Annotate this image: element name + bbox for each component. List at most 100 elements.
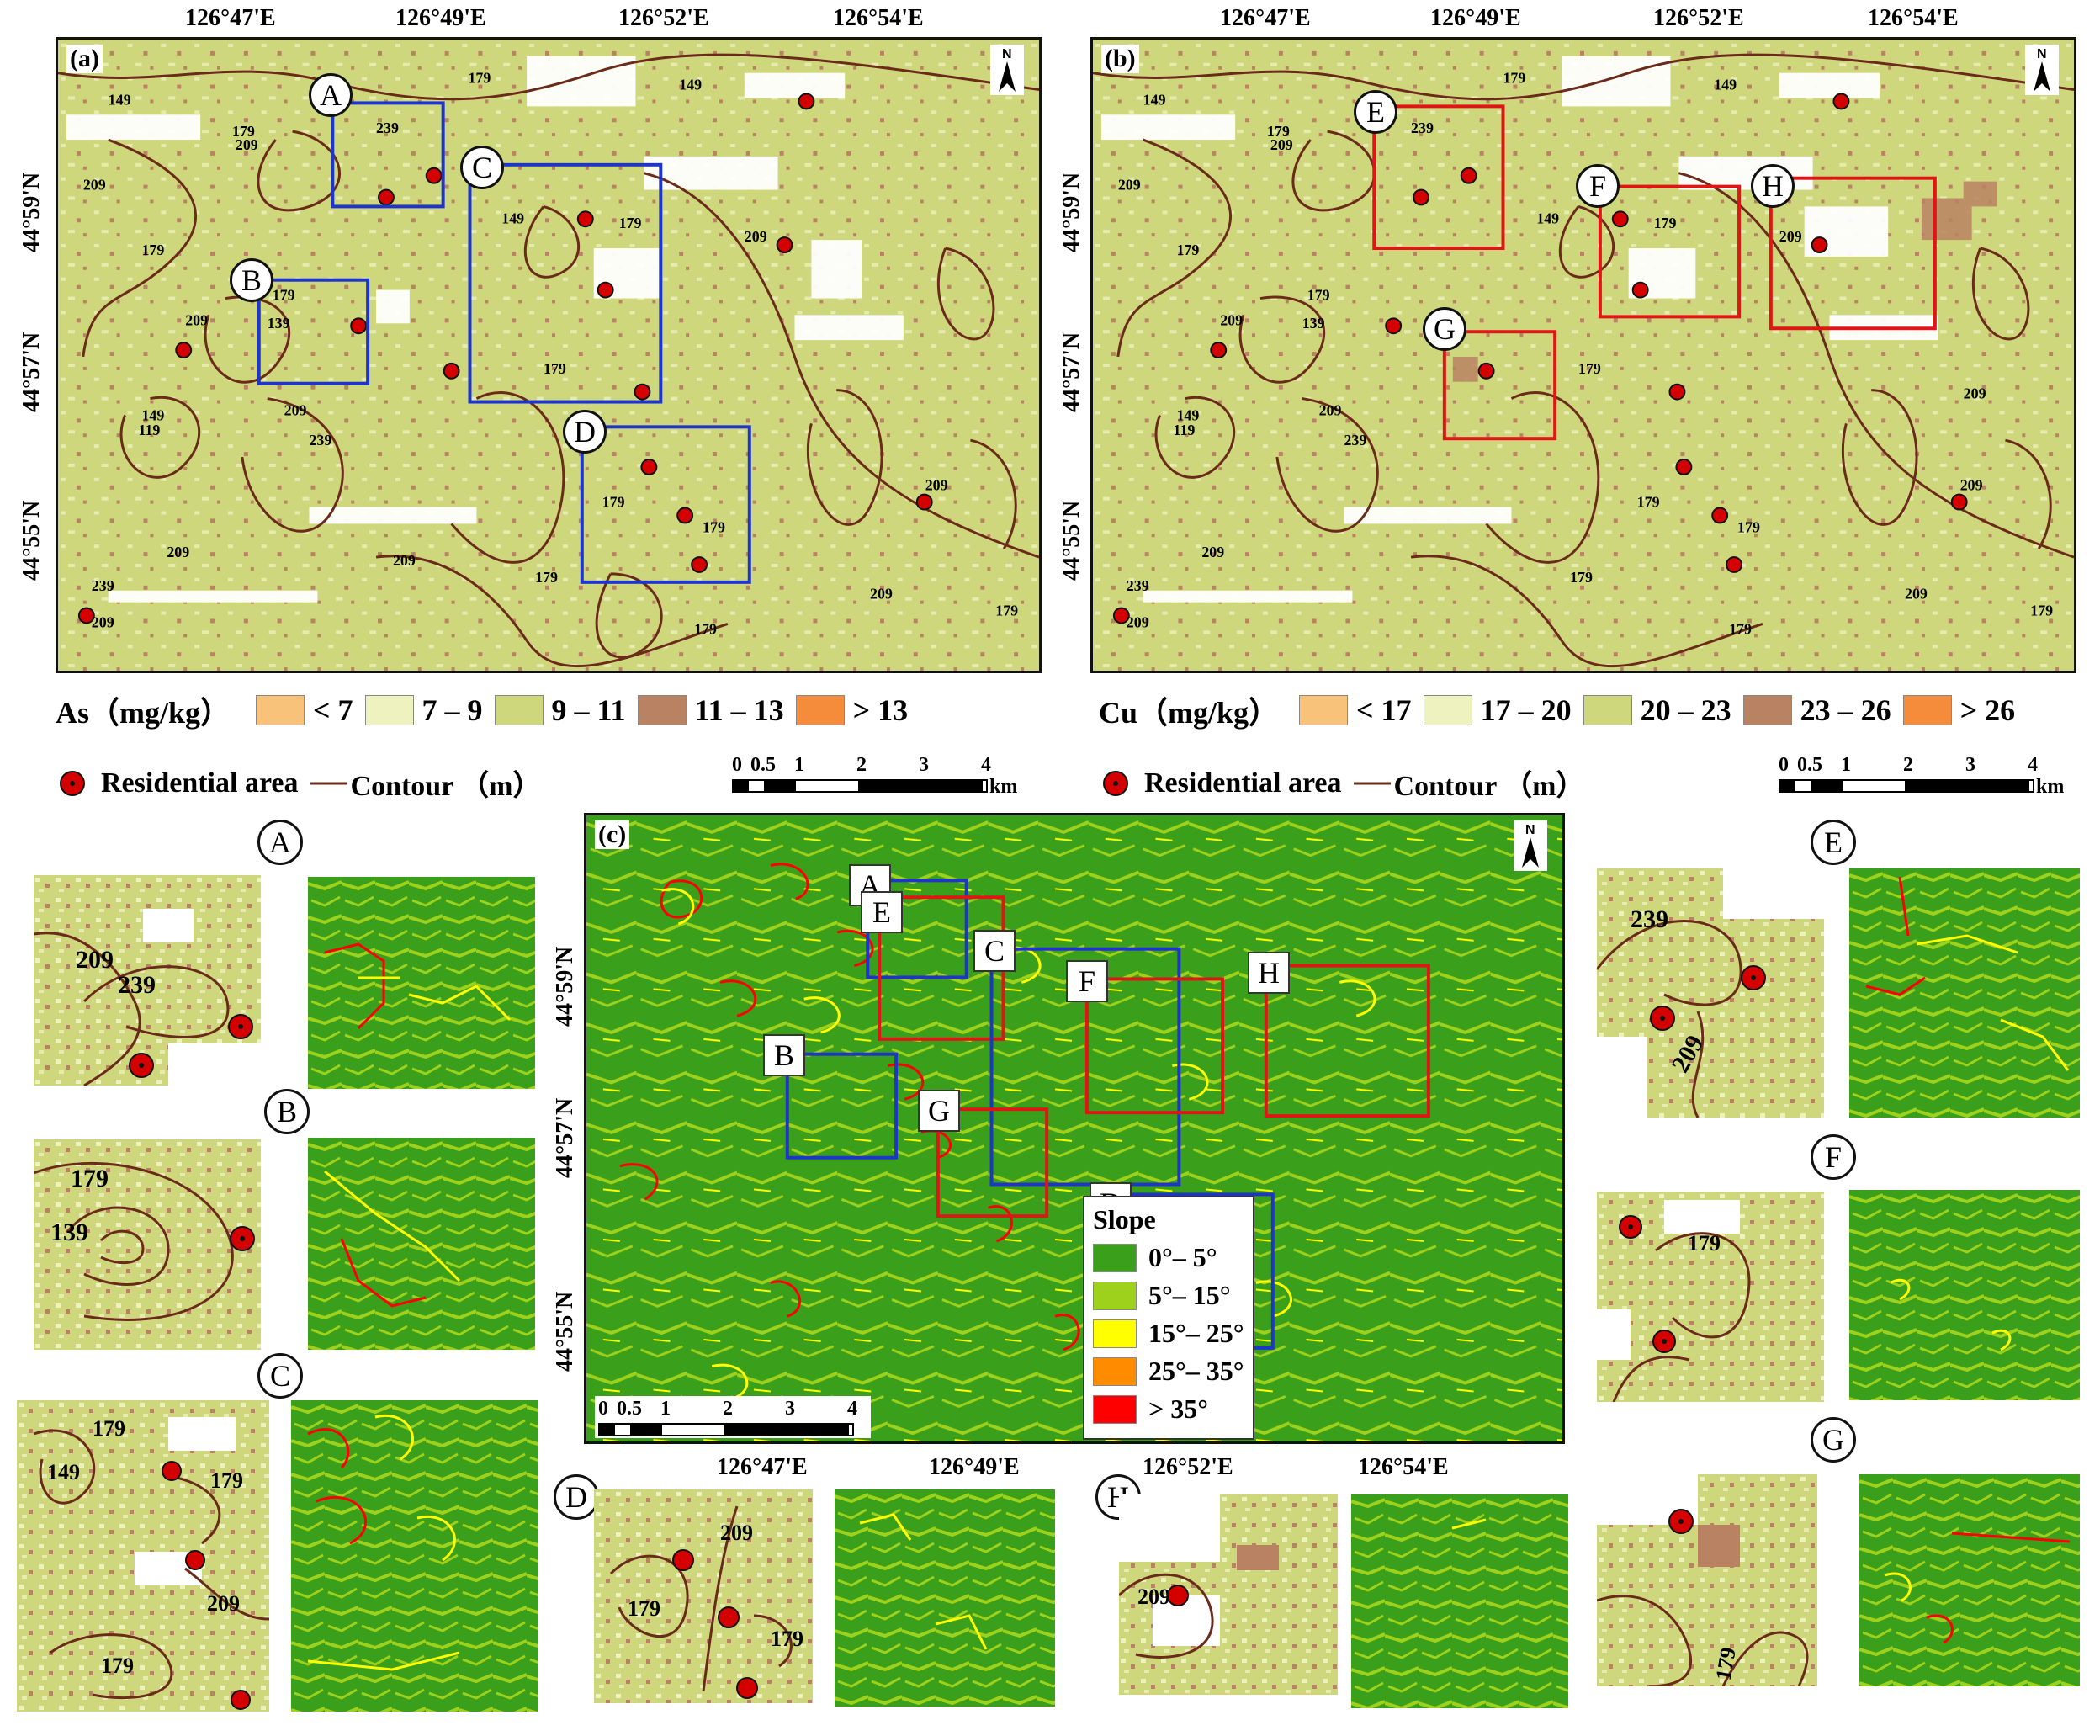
panel-b-lat-3: 44°55'N <box>1058 500 1084 581</box>
svg-text:209: 209 <box>745 228 767 245</box>
panel-b-lon-2: 126°49'E <box>1430 5 1521 31</box>
svg-text:179: 179 <box>1267 123 1290 140</box>
svg-text:179: 179 <box>535 569 558 586</box>
panel-a-lon-2: 126°49'E <box>395 5 486 31</box>
residential-label: Residential area <box>101 767 299 799</box>
slope-swatch-3 <box>1093 1319 1137 1348</box>
cu-legend-label: 17 – 20 <box>1480 693 1572 727</box>
panel-a-lon-4: 126°54'E <box>833 5 924 31</box>
slope-legend-title: Slope <box>1093 1204 1156 1234</box>
svg-text:209: 209 <box>83 177 106 194</box>
svg-text:209: 209 <box>1220 311 1243 328</box>
inset-label-d: D <box>554 1474 599 1520</box>
inset-b-slope <box>308 1138 535 1350</box>
inset-f-slope <box>1849 1190 2080 1400</box>
panel-b-lat-1: 44°59'N <box>1058 172 1084 252</box>
contour-line-icon <box>1353 782 1391 784</box>
svg-text:239: 239 <box>1344 432 1366 449</box>
svg-text:179: 179 <box>694 620 717 637</box>
inset-h-soil: 209 <box>1119 1494 1338 1695</box>
soil-as-map: 149 179 209 239 179 149 209 179 209 179 139 149 … <box>56 37 1042 673</box>
svg-text:179: 179 <box>101 1654 134 1678</box>
box-label-g: G <box>1423 307 1466 351</box>
as-legend-label: 9 – 11 <box>551 693 626 727</box>
inset-e-slope <box>1849 868 2080 1118</box>
svg-text:149: 149 <box>1143 91 1166 108</box>
box-label-e: E <box>1354 90 1397 134</box>
svg-text:209: 209 <box>1960 477 1983 494</box>
svg-text:179: 179 <box>1729 620 1752 637</box>
panel-c-lat-3: 44°55'N <box>552 1291 578 1372</box>
cu-legend-label: 20 – 23 <box>1640 693 1731 727</box>
as-swatch-5 <box>795 695 845 725</box>
svg-text:209: 209 <box>76 946 114 974</box>
cu-swatch-4 <box>1742 695 1792 725</box>
svg-text:179: 179 <box>1637 494 1660 511</box>
north-arrow-icon: N <box>990 45 1024 95</box>
svg-text:209: 209 <box>236 136 258 153</box>
scale-unit: km <box>2036 776 2065 798</box>
inset-label-a: A <box>257 820 303 865</box>
inset-h-slope <box>1351 1494 1568 1708</box>
slope-legend-label: 15°– 25° <box>1148 1318 1244 1348</box>
panel-a-label: (a) <box>66 45 103 73</box>
svg-text:179: 179 <box>1570 569 1593 586</box>
svg-text:179: 179 <box>995 603 1018 619</box>
slope-box-label-c: C <box>973 930 1016 972</box>
panel-c-label: (c) <box>595 820 630 849</box>
slope-map: (c) N A E C F H B G D Slope 0°– 5° 5°– 1… <box>584 813 1565 1444</box>
slope-box-label-h: H <box>1248 952 1290 994</box>
panel-c-lon-2: 126°49'E <box>929 1454 1020 1480</box>
svg-text:179: 179 <box>1578 360 1601 377</box>
slope-swatch-5 <box>1093 1394 1137 1424</box>
contour-label: Contour （m） <box>1393 771 1585 802</box>
svg-text:209: 209 <box>393 552 416 569</box>
inset-f-soil: 179 <box>1597 1192 1824 1402</box>
slope-box-label-f: F <box>1066 960 1108 1002</box>
inset-a-slope <box>308 877 535 1089</box>
svg-text:209: 209 <box>284 401 307 418</box>
panel-c-lon-4: 126°54'E <box>1358 1454 1449 1480</box>
box-label-b: B <box>230 258 273 302</box>
svg-text:179: 179 <box>93 1416 125 1441</box>
residential-icon <box>1103 770 1128 796</box>
svg-text:209: 209 <box>167 544 189 560</box>
svg-text:239: 239 <box>1127 577 1149 594</box>
as-legend-label: 11 – 13 <box>694 693 784 727</box>
slope-swatch-2 <box>1093 1281 1137 1310</box>
svg-text:209: 209 <box>1138 1585 1170 1609</box>
slope-legend: Slope 0°– 5° 5°– 15° 15°– 25° 25°– 35° >… <box>1083 1196 1254 1440</box>
svg-text:149: 149 <box>47 1460 80 1484</box>
north-arrow-icon: N <box>2025 45 2059 95</box>
cu-legend-label: 23 – 26 <box>1800 693 1891 727</box>
as-swatch-4 <box>637 695 687 725</box>
slope-box-label-b: B <box>763 1034 805 1076</box>
inset-e-soil: 239 209 <box>1597 868 1824 1118</box>
svg-text:179: 179 <box>771 1627 803 1651</box>
slope-legend-label: > 35° <box>1148 1394 1209 1424</box>
slope-legend-label: 0°– 5° <box>1148 1242 1217 1272</box>
svg-text:139: 139 <box>268 315 290 332</box>
inset-label-f: F <box>1811 1134 1856 1180</box>
svg-text:119: 119 <box>1174 422 1196 438</box>
box-label-d: D <box>563 410 607 454</box>
svg-text:179: 179 <box>1688 1231 1721 1256</box>
svg-text:209: 209 <box>207 1591 240 1616</box>
inset-b-soil: 179 139 <box>34 1139 261 1350</box>
as-legend-title: As（mg/kg） <box>56 696 231 730</box>
panel-c-lat-1: 44°59'N <box>552 946 578 1027</box>
svg-text:179: 179 <box>619 215 642 231</box>
svg-text:N: N <box>1525 823 1535 837</box>
cu-legend-label: < 17 <box>1356 693 1412 727</box>
inset-d-slope <box>835 1489 1055 1707</box>
cu-swatch-1 <box>1299 695 1349 725</box>
svg-text:209: 209 <box>1905 586 1928 603</box>
svg-text:209: 209 <box>1270 136 1293 153</box>
svg-text:209: 209 <box>925 477 948 494</box>
inset-label-b: B <box>264 1089 310 1134</box>
slope-legend-label: 5°– 15° <box>1148 1280 1231 1310</box>
as-legend: As（mg/kg） < 7 7 – 9 9 – 11 11 – 13 > 13 <box>56 688 908 732</box>
slope-box-label-g: G <box>918 1090 960 1132</box>
svg-text:179: 179 <box>703 518 725 535</box>
panel-b-lon-4: 126°54'E <box>1868 5 1959 31</box>
